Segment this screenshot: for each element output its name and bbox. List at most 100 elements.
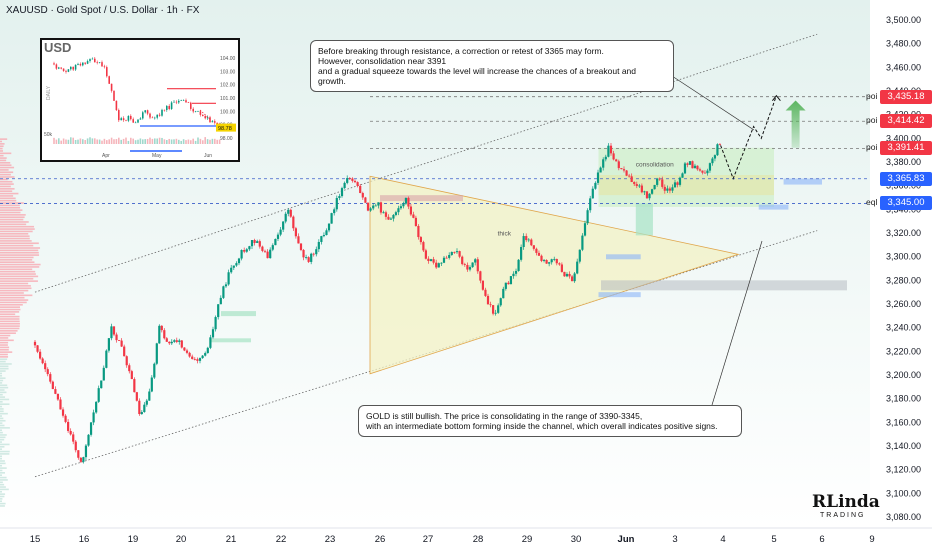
inset-volume-bar xyxy=(70,137,72,144)
usd-inset-chart: USD 104.00103.00102.00101.00100.0099.009… xyxy=(40,38,240,162)
volume-profile-bar xyxy=(0,322,20,325)
y-tick-label: 3,100.00 xyxy=(886,488,921,498)
candle-body xyxy=(537,252,541,256)
volume-profile-bar xyxy=(0,490,2,493)
inset-candle-body xyxy=(139,118,142,120)
candle-body xyxy=(491,305,495,314)
candle-body xyxy=(102,367,105,381)
candle-body xyxy=(266,251,269,259)
inset-candle-body xyxy=(115,100,118,111)
inset-volume-bar xyxy=(53,137,55,144)
candle-body xyxy=(191,356,194,359)
candle-body xyxy=(372,205,375,209)
inset-candle-body xyxy=(209,117,211,123)
candle-body xyxy=(545,259,548,264)
candle-body xyxy=(379,202,383,213)
volume-profile-bar xyxy=(0,313,16,316)
candle-body xyxy=(653,184,656,190)
volume-profile-bar xyxy=(0,467,7,469)
volume-profile-bar xyxy=(0,348,9,351)
inset-candle-body xyxy=(154,117,156,119)
y-tick-label: 3,280.00 xyxy=(886,275,921,285)
y-tick-label: 3,220.00 xyxy=(886,346,921,356)
candle-body xyxy=(97,388,100,402)
candle-body xyxy=(340,188,344,197)
volume-profile-bar xyxy=(0,216,25,219)
volume-profile-bar xyxy=(0,472,5,474)
inset-projection xyxy=(199,109,211,120)
inset-volume-bar xyxy=(206,139,209,144)
candle-body xyxy=(120,340,123,347)
inset-volume-bar xyxy=(168,138,170,144)
volume-profile-bar xyxy=(0,154,4,157)
volume-profile-bar xyxy=(0,450,10,453)
candle-body xyxy=(361,193,364,198)
volume-profile-bar xyxy=(0,183,14,185)
inset-volume-bar xyxy=(106,140,108,144)
volume-profile-bar xyxy=(0,263,41,266)
candle-body xyxy=(640,185,643,193)
candle-body xyxy=(594,182,597,189)
candle-body xyxy=(461,256,464,265)
candle-body xyxy=(235,263,238,266)
inset-volume-bar xyxy=(180,140,182,144)
candle-body xyxy=(335,198,338,210)
inset-candle-body xyxy=(120,118,122,121)
volume-profile-bar xyxy=(0,173,11,176)
y-tick-label: 3,380.00 xyxy=(886,157,921,167)
volume-profile-bar xyxy=(0,339,14,342)
candle-body xyxy=(691,161,694,169)
inset-candle-body xyxy=(211,121,214,123)
inset-volume-bar xyxy=(101,140,103,144)
candle-body xyxy=(84,445,88,458)
volume-profile-bar xyxy=(0,285,31,287)
inset-canvas: 104.00103.00102.00101.00100.0099.0098.00… xyxy=(44,56,236,159)
candle-body xyxy=(178,340,181,342)
inset-volume-bar xyxy=(60,140,62,144)
volume-profile-bar xyxy=(0,360,6,363)
volume-profile-bar xyxy=(0,180,13,183)
inset-volume-bar xyxy=(202,140,204,144)
inset-volume-bar xyxy=(178,139,180,144)
y-tick-label: 3,140.00 xyxy=(886,441,921,451)
volume-profile-bar xyxy=(0,308,21,311)
candle-body xyxy=(565,273,569,277)
volume-profile-bar xyxy=(0,190,13,192)
candle-body xyxy=(635,184,638,186)
candle-body xyxy=(299,243,303,250)
candle-body xyxy=(435,262,438,268)
candle-body xyxy=(125,356,128,366)
candle-body xyxy=(607,145,610,157)
inset-candle-body xyxy=(170,102,173,109)
inset-volume-bar xyxy=(65,139,67,144)
candle-body xyxy=(89,422,93,435)
inset-volume-bar xyxy=(158,137,161,144)
candle-body xyxy=(698,169,702,171)
candle-body xyxy=(517,259,520,271)
chart-annotation-1: thick xyxy=(498,230,512,237)
volume-profile-bar xyxy=(0,140,2,143)
candle-body xyxy=(583,223,587,236)
volume-profile-bar xyxy=(0,363,12,365)
inset-candle-body xyxy=(182,100,185,101)
candle-body xyxy=(703,172,707,174)
candle-body xyxy=(253,240,256,243)
candle-body xyxy=(173,340,176,342)
volume-profile-bar xyxy=(0,408,4,410)
candle-body xyxy=(609,145,613,154)
candle-body xyxy=(211,329,215,338)
inset-candle-body xyxy=(103,66,106,68)
candle-body xyxy=(284,213,287,222)
volume-profile-bar xyxy=(0,251,39,254)
candle-body xyxy=(458,251,461,257)
volume-profile-bar xyxy=(0,299,29,301)
candle-body xyxy=(183,347,186,351)
volume-profile-bar xyxy=(0,268,33,271)
inset-candle-body xyxy=(185,100,187,103)
candle-body xyxy=(263,250,267,252)
candle-body xyxy=(269,249,272,259)
candle-body xyxy=(198,358,202,361)
candle-body xyxy=(232,265,235,268)
volume-profile-bar xyxy=(0,320,20,323)
